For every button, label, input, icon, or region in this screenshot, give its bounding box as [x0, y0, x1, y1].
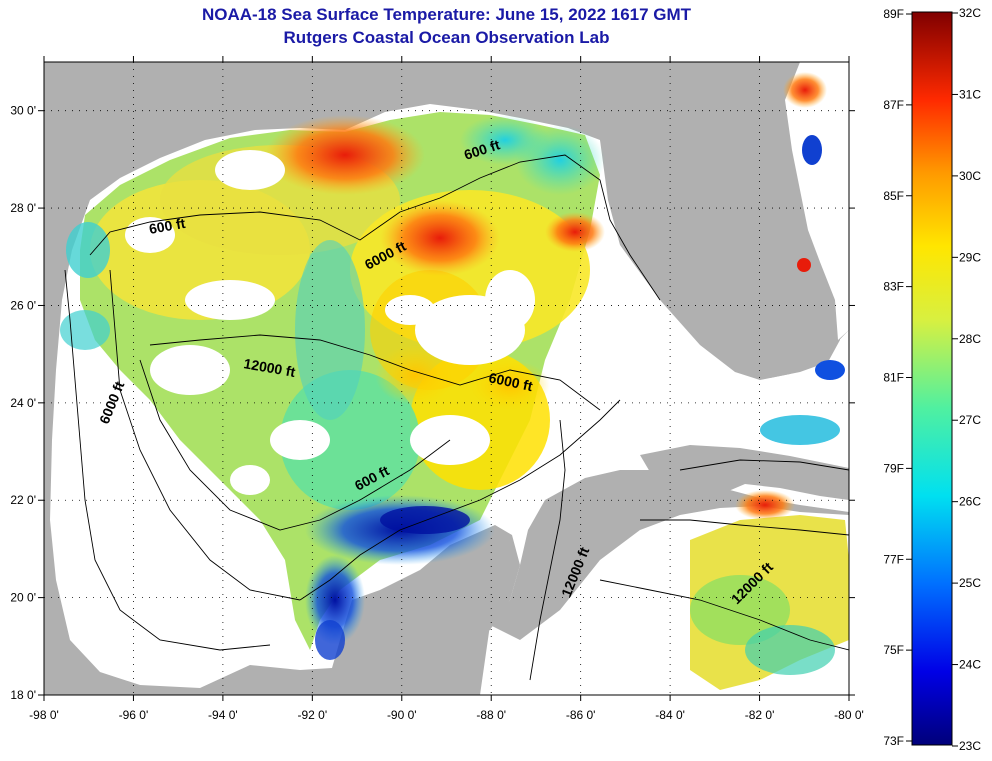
lat-tick-label: 26 0': [10, 298, 36, 312]
yucatan-land: [352, 525, 520, 665]
lon-tick-label: -86 0': [566, 708, 596, 722]
lon-tick-label: -94 0': [208, 708, 238, 722]
f-label: 87F: [883, 98, 904, 112]
lon-tick-label: -88 0': [476, 708, 506, 722]
lat-tick-label: 22 0': [10, 493, 36, 507]
celsius-labels: 32C 31C 30C 29C 28C 27C 26C 25C 24C 23C: [952, 6, 981, 753]
f-label: 75F: [883, 643, 904, 657]
c-label: 28C: [959, 332, 981, 346]
cloud-cover: [125, 150, 535, 495]
f-label: 89F: [883, 7, 904, 21]
map-frame: [43, 61, 850, 696]
c-label: 30C: [959, 169, 981, 183]
map-title: NOAA-18 Sea Surface Temperature: June 15…: [201, 5, 692, 24]
c-label: 29C: [959, 250, 981, 264]
f-label: 79F: [883, 461, 904, 475]
temperature-color-bar: 89F 87F 85F 83F 81F 79F 77F 75F 73F 32C 31C 30C 29C…: [883, 6, 981, 753]
lon-tick-label: -96 0': [119, 708, 149, 722]
lat-tick-label: 28 0': [10, 201, 36, 215]
c-label: 32C: [959, 6, 981, 20]
lon-tick-label: -90 0': [387, 708, 417, 722]
lon-tick-label: -80 0': [834, 708, 864, 722]
lat-tick-label: 18 0': [10, 688, 36, 702]
east-sst-patches: [690, 72, 849, 690]
map-subtitle: Rutgers Coastal Ocean Observation Lab: [283, 28, 610, 47]
bathymetry-contours: [64, 154, 849, 681]
f-label: 77F: [883, 552, 904, 566]
lat-tick-label: 24 0': [10, 396, 36, 410]
f-label: 73F: [883, 734, 904, 748]
map-area: [44, 62, 849, 695]
fahrenheit-labels: 89F 87F 85F 83F 81F 79F 77F 75F 73F: [883, 7, 912, 748]
latitude-axis: 18 0' 20 0' 22 0' 24 0' 26 0' 28 0' 30 0': [10, 104, 36, 702]
lat-tick-label: 20 0': [10, 591, 36, 605]
c-label: 23C: [959, 739, 981, 753]
cuba-land: [640, 445, 849, 500]
f-label: 85F: [883, 189, 904, 203]
c-label: 31C: [959, 87, 981, 101]
c-label: 24C: [959, 658, 981, 672]
lon-tick-label: -84 0': [655, 708, 685, 722]
florida-land: [600, 140, 840, 378]
c-label: 27C: [959, 413, 981, 427]
longitude-axis: -98 0' -96 0' -94 0' -92 0' -90 0' -88 0' -86 …: [29, 708, 864, 722]
lon-tick-label: -98 0': [29, 708, 59, 722]
f-label: 83F: [883, 280, 904, 294]
lon-tick-label: -82 0': [745, 708, 775, 722]
contour-label: 600 ft: [148, 215, 187, 237]
f-label: 81F: [883, 371, 904, 385]
axis-ticks: [38, 56, 855, 701]
c-label: 25C: [959, 576, 981, 590]
color-scale: [911, 11, 953, 746]
atlantic-water: [785, 62, 849, 340]
c-label: 26C: [959, 495, 981, 509]
lon-tick-label: -92 0': [298, 708, 328, 722]
graticule: [44, 62, 849, 695]
lat-tick-label: 30 0': [10, 104, 36, 118]
